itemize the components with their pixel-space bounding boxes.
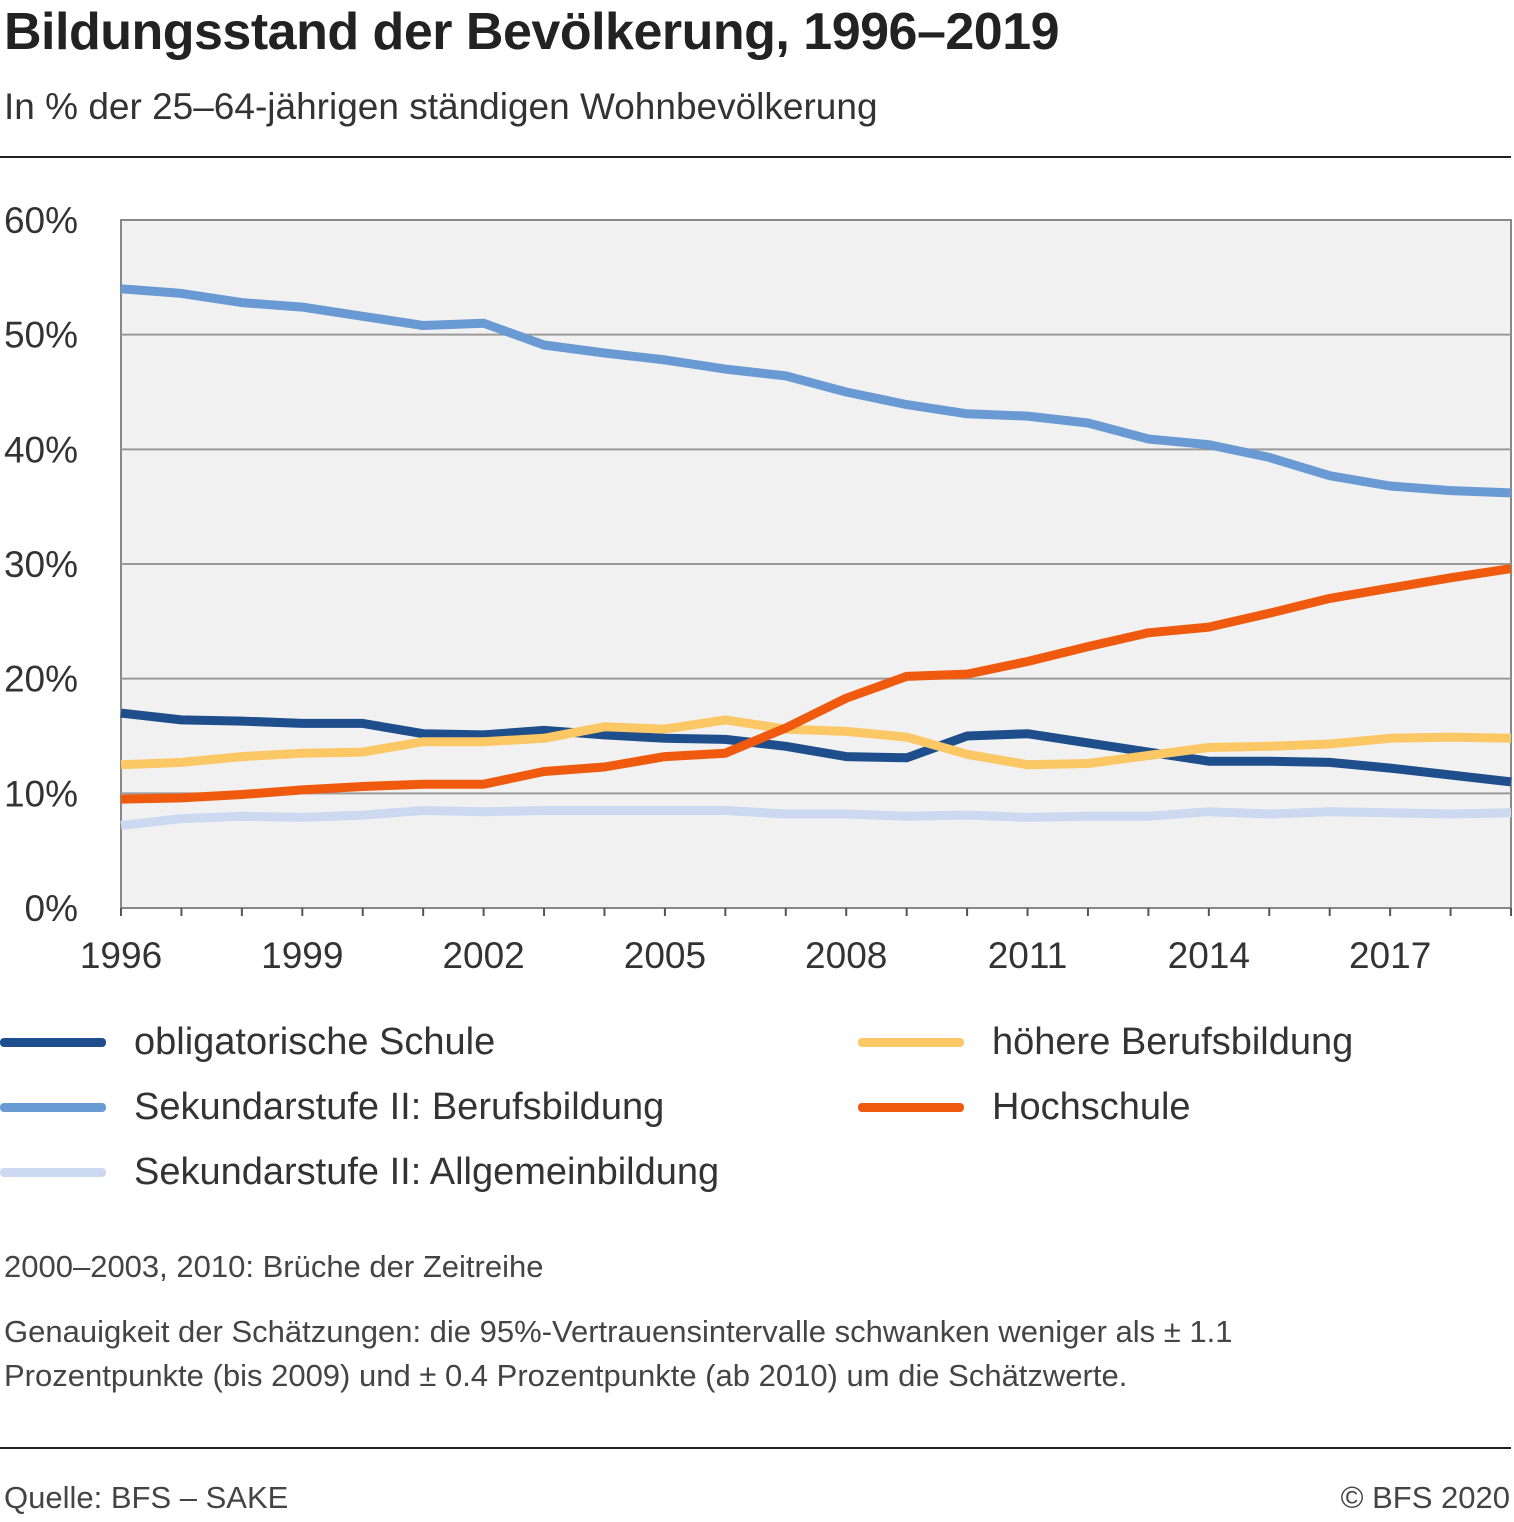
accuracy-note-line-2: Prozentpunkte (bis 2009) und ± 0.4 Proze… [4,1358,1128,1393]
legend-item-obligatorische-schule: obligatorische Schule [0,1012,495,1072]
x-axis-labels: 1996 1999 2002 2005 2008 2011 2014 2017 [80,935,1431,976]
series-line-hochschule [120,564,1512,804]
x-axis-ticks [120,908,1512,916]
x-tick-label: 2002 [442,935,524,976]
x-tick-label: 1996 [80,935,162,976]
legend-label: Hochschule [992,1085,1191,1128]
y-tick-label: 20% [4,659,78,700]
y-axis-labels: 0% 10% 20% 30% 40% 50% 60% [4,200,78,929]
y-tick-label: 50% [4,315,78,356]
series-line-obligatorische-schule [120,708,1512,787]
legend-swatch [0,1167,106,1177]
break-note: 2000–2003, 2010: Brüche der Zeitreihe [4,1249,544,1284]
gridlines [121,333,1511,795]
x-tick-label: 1999 [261,935,343,976]
x-tick-label: 2011 [988,935,1068,976]
series-line-höhere-berufsbildung [120,715,1512,770]
x-tick-label: 2017 [1349,935,1431,976]
series-line-sekundarstufe-ii-berufsbildung [120,284,1512,498]
legend-swatch [858,1102,964,1112]
legend-label: höhere Berufsbildung [992,1020,1354,1063]
legend-swatch [0,1102,106,1112]
bottom-divider [0,1447,1511,1449]
legend-item-hochschule: Hochschule [858,1077,1191,1137]
y-tick-label: 10% [4,773,78,814]
chart-title: Bildungsstand der Bevölkerung, 1996–2019 [4,3,1060,61]
legend-label: Sekundarstufe II: Berufsbildung [134,1085,665,1128]
legend-swatch [858,1037,964,1047]
legend-item-sekundarstufe-allgemeinbildung: Sekundarstufe II: Allgemeinbildung [0,1142,719,1202]
x-tick-label: 2005 [624,935,706,976]
accuracy-note-line-1: Genauigkeit der Schätzungen: die 95%-Ver… [4,1314,1233,1349]
legend-item-sekundarstufe-berufsbildung: Sekundarstufe II: Berufsbildung [0,1077,664,1137]
legend-label: Sekundarstufe II: Allgemeinbildung [134,1150,720,1193]
legend-label: obligatorische Schule [134,1020,496,1063]
series-line-sekundarstufe-ii-allgemeinbildung [120,806,1512,830]
x-tick-label: 2008 [805,935,887,976]
copyright: © BFS 2020 [1340,1480,1510,1515]
y-tick-label: 0% [25,888,78,929]
y-tick-label: 30% [4,544,78,585]
top-divider [0,156,1511,158]
series-lines [120,284,1512,830]
source-note: Quelle: BFS – SAKE [4,1480,289,1515]
y-tick-label: 60% [4,200,78,241]
legend-swatch [0,1037,106,1047]
legend-item-hoehere-berufsbildung: höhere Berufsbildung [858,1012,1353,1072]
chart-subtitle: In % der 25–64-jährigen ständigen Wohnbe… [4,86,878,127]
x-tick-label: 2014 [1168,935,1250,976]
y-tick-label: 40% [4,429,78,470]
line-chart: 0% 10% 20% 30% 40% 50% 60% 1996 1999 2002 2005 200… [4,200,1512,976]
